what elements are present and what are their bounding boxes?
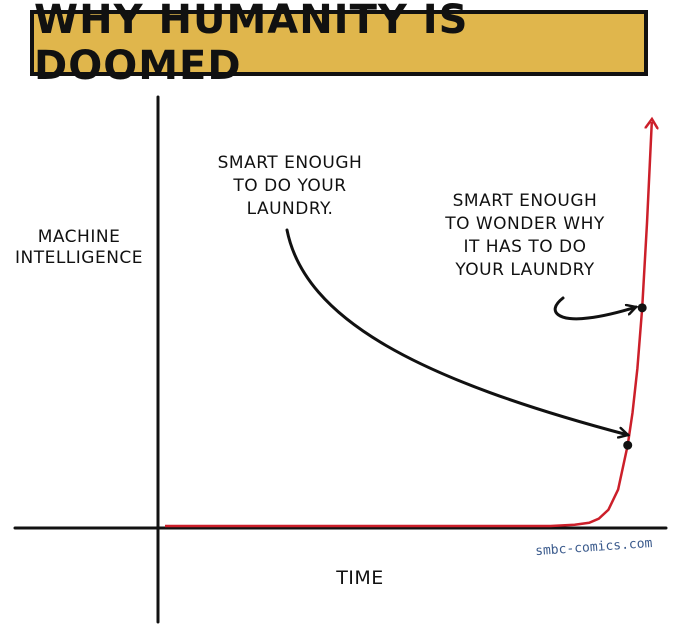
annotation-2-line-1: SMART ENOUGH xyxy=(453,191,598,211)
annotation-laundry: SMART ENOUGH TO DO YOUR LAUNDRY. xyxy=(218,153,628,435)
credit-text: smbc-comics.com xyxy=(535,536,653,559)
annotation-2-line-4: YOUR LAUNDRY xyxy=(454,260,594,280)
annotation-1-line-2: TO DO YOUR xyxy=(232,176,346,196)
x-axis-label: TIME xyxy=(335,567,384,589)
chart-title: WHY HUMANITY IS DOOMED xyxy=(34,0,469,89)
annotation-2-arrow xyxy=(553,296,636,321)
annotation-1-arrow xyxy=(285,228,628,435)
y-axis-label-line-2: INTELLIGENCE xyxy=(15,248,143,268)
marker-point-1 xyxy=(623,440,633,450)
annotation-1-line-3: LAUNDRY. xyxy=(247,199,334,219)
annotation-1-line-1: SMART ENOUGH xyxy=(218,153,363,173)
y-axis-label-line-1: MACHINE xyxy=(38,227,121,247)
annotation-2-line-3: IT HAS TO DO xyxy=(463,237,586,257)
annotation-2-line-2: TO WONDER WHY xyxy=(444,214,605,234)
annotation-wonder: SMART ENOUGH TO WONDER WHY IT HAS TO DO … xyxy=(444,191,636,321)
marker-point-2 xyxy=(637,303,647,313)
chart-title-banner: WHY HUMANITY IS DOOMED xyxy=(30,0,648,89)
